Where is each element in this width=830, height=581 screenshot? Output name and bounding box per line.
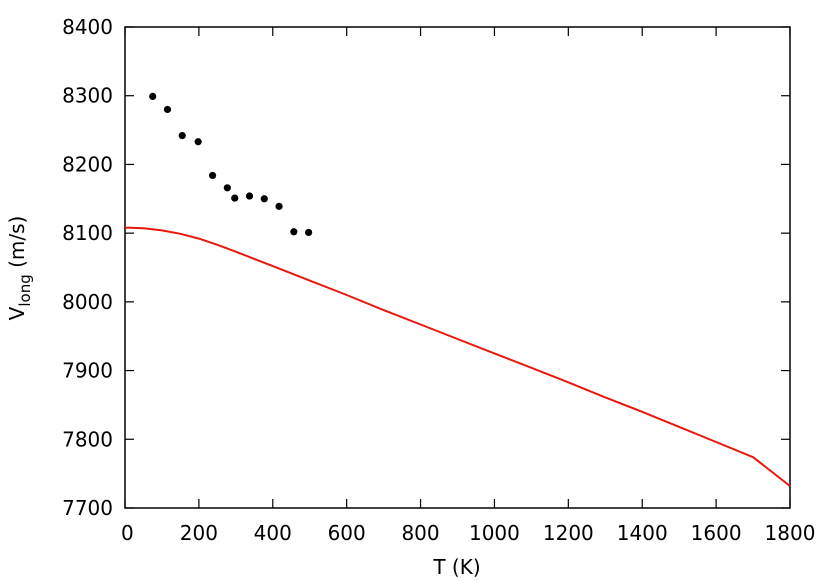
- data-point: [194, 138, 202, 146]
- model-line: [124, 226, 791, 487]
- x-tick-label: 1400: [617, 521, 668, 545]
- x-tick-label: 1800: [765, 521, 816, 545]
- data-point: [163, 105, 172, 114]
- y-tick-label: 8400: [62, 15, 113, 39]
- axis-ticks: [124, 26, 791, 509]
- y-tick-label: 7800: [62, 427, 113, 451]
- y-axis-title: Vlong (m/s): [5, 216, 34, 321]
- series-layer: [124, 92, 791, 487]
- data-point: [305, 228, 313, 237]
- data-point: [223, 184, 231, 192]
- y-tick-label: 8000: [62, 290, 113, 314]
- y-axis-title-main: V: [5, 306, 29, 320]
- plot-frame: [124, 26, 791, 509]
- x-axis-title: T (K): [432, 555, 480, 579]
- y-tick-label: 7700: [62, 496, 113, 520]
- tick-labels: 0 200 400 600 800 1000 1200 1400 1600 1800 7700 780…: [62, 15, 815, 545]
- data-point: [245, 192, 254, 200]
- y-axis-title-subscript: long: [16, 274, 34, 306]
- y-tick-label: 8300: [62, 84, 113, 108]
- x-tick-label: 200: [180, 521, 218, 545]
- x-tick-label: 1600: [691, 521, 742, 545]
- x-tick-label: 1000: [469, 521, 520, 545]
- y-tick-label: 7900: [62, 359, 113, 383]
- data-point: [275, 202, 283, 210]
- data-point: [208, 171, 217, 180]
- y-tick-label: 8200: [62, 152, 113, 176]
- y-tick-label: 8100: [62, 221, 113, 245]
- x-tick-label: 800: [401, 521, 439, 545]
- data-point: [290, 228, 298, 236]
- x-tick-label: 400: [254, 521, 292, 545]
- data-point: [231, 194, 239, 202]
- x-tick-label: 1200: [543, 521, 594, 545]
- y-axis-title-unit: (m/s): [5, 216, 29, 275]
- x-tick-label: 600: [328, 521, 366, 545]
- data-point: [149, 92, 157, 101]
- data-point: [178, 131, 186, 140]
- x-tick-label: 0: [121, 521, 134, 545]
- data-point: [260, 195, 268, 203]
